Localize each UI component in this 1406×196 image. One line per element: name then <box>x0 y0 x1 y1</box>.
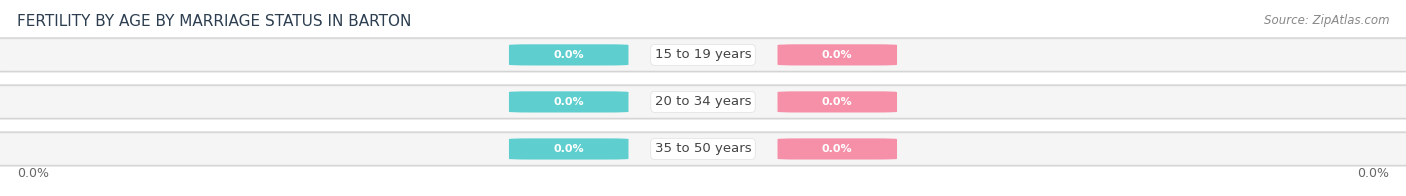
FancyBboxPatch shape <box>778 44 897 65</box>
FancyBboxPatch shape <box>509 138 628 160</box>
Text: 0.0%: 0.0% <box>17 167 49 180</box>
Text: 0.0%: 0.0% <box>554 50 583 60</box>
FancyBboxPatch shape <box>0 39 1406 70</box>
Text: 20 to 34 years: 20 to 34 years <box>655 95 751 108</box>
FancyBboxPatch shape <box>0 38 1406 72</box>
Text: 0.0%: 0.0% <box>823 50 852 60</box>
FancyBboxPatch shape <box>778 91 897 113</box>
FancyBboxPatch shape <box>509 91 628 113</box>
FancyBboxPatch shape <box>0 86 1406 117</box>
Text: 0.0%: 0.0% <box>1357 167 1389 180</box>
FancyBboxPatch shape <box>0 132 1406 166</box>
FancyBboxPatch shape <box>509 44 628 65</box>
FancyBboxPatch shape <box>778 138 897 160</box>
Text: 35 to 50 years: 35 to 50 years <box>655 142 751 155</box>
Text: 0.0%: 0.0% <box>554 144 583 154</box>
Text: 0.0%: 0.0% <box>554 97 583 107</box>
Text: Source: ZipAtlas.com: Source: ZipAtlas.com <box>1264 14 1389 27</box>
FancyBboxPatch shape <box>0 85 1406 119</box>
Text: 0.0%: 0.0% <box>823 97 852 107</box>
Text: FERTILITY BY AGE BY MARRIAGE STATUS IN BARTON: FERTILITY BY AGE BY MARRIAGE STATUS IN B… <box>17 14 411 29</box>
FancyBboxPatch shape <box>0 133 1406 164</box>
Text: 0.0%: 0.0% <box>823 144 852 154</box>
Text: 15 to 19 years: 15 to 19 years <box>655 48 751 61</box>
